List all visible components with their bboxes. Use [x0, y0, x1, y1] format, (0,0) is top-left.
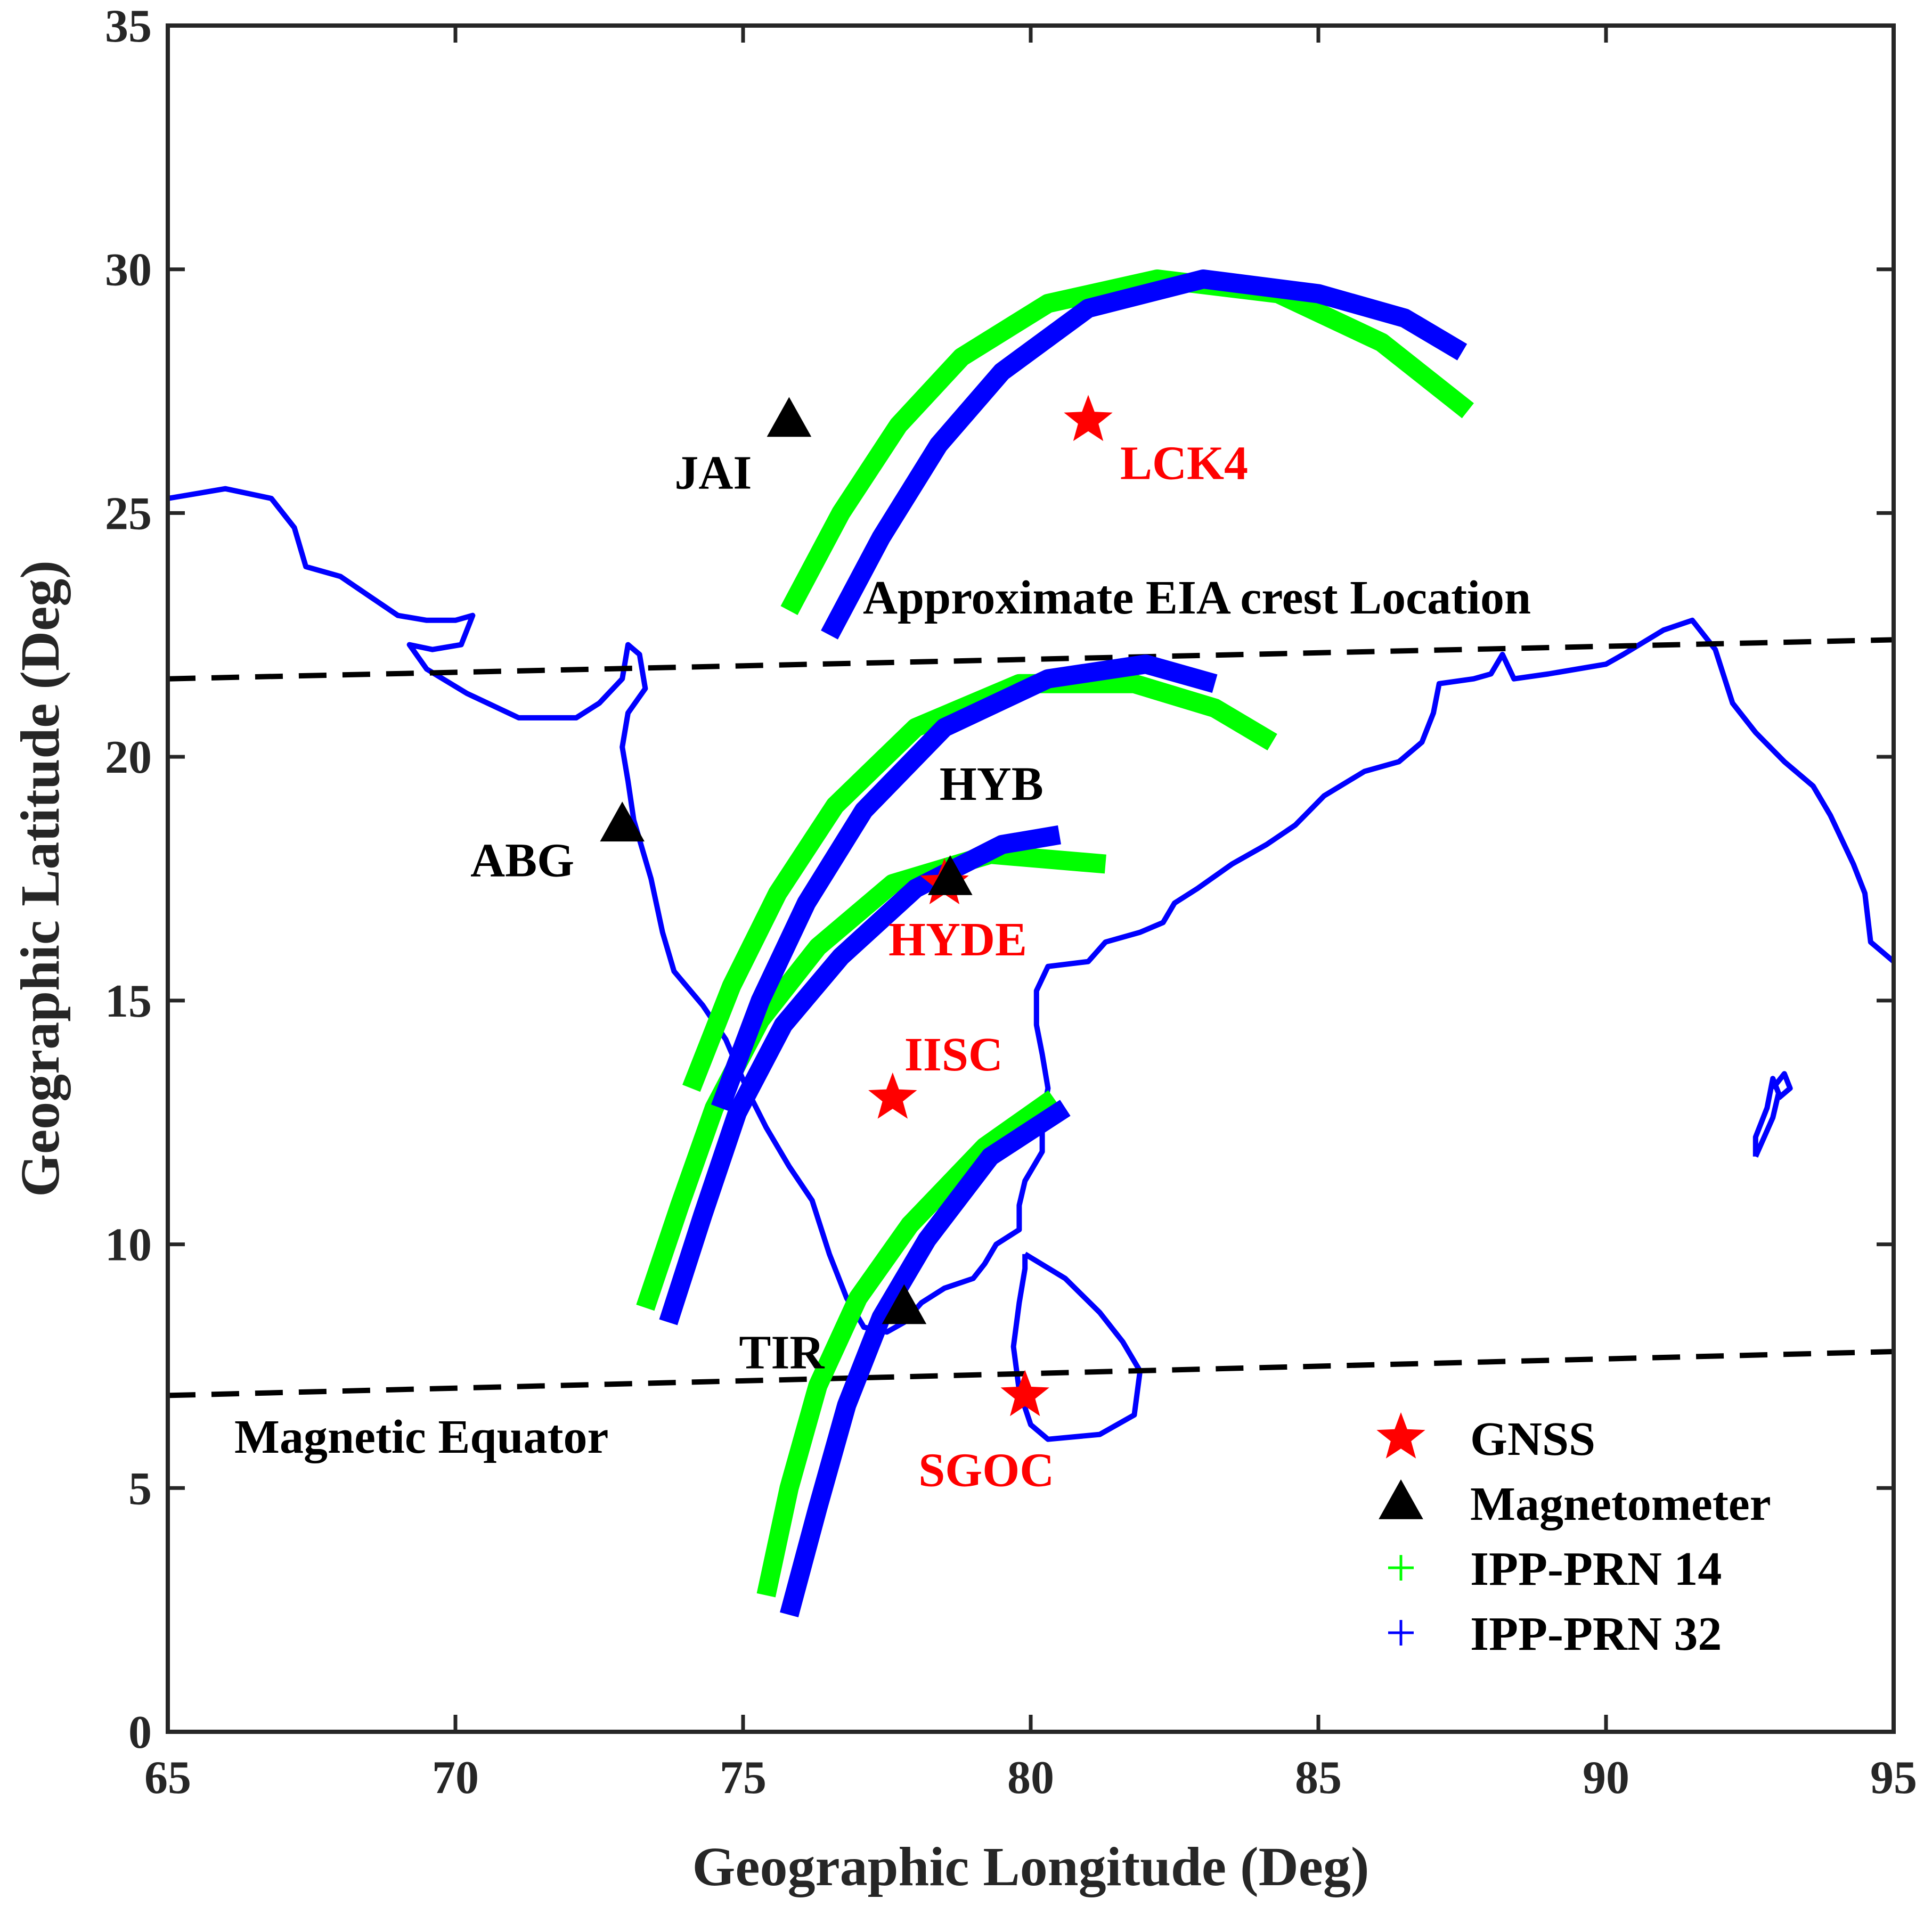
- legend-marker-gnss: [1376, 1412, 1425, 1459]
- x-tick-label-90: 90: [1583, 1752, 1629, 1804]
- legend-label-ipp-prn-14: IPP-PRN 14: [1470, 1543, 1722, 1595]
- magnetometer-triangle-abg: [600, 801, 645, 842]
- magnetometer-label-tir: TIR: [739, 1327, 825, 1379]
- x-tick-label-85: 85: [1295, 1752, 1342, 1804]
- y-axis-label: Geographic Latitude (Deg): [10, 560, 71, 1197]
- magnetometer-label-hyb: HYB: [940, 758, 1044, 811]
- magnetic-equator-line: [167, 1349, 1894, 1398]
- axes-layer: 65 70 75 80 85 90 95 0 5 10 15 20 25 30 35 Geographic L…: [10, 1, 1917, 1897]
- y-tick-label-20: 20: [105, 732, 152, 783]
- y-tick-label-25: 25: [105, 488, 152, 539]
- legend: GNSS Magnetometer IPP-PRN 14 IPP-PRN 32: [1376, 1412, 1771, 1660]
- magnetometer-triangle-jai: [767, 397, 812, 437]
- y-tick-label-15: 15: [105, 976, 152, 1027]
- y-tick-label-5: 5: [128, 1463, 152, 1515]
- ipp-track-prn14-3: [756, 1090, 1059, 1598]
- x-tick-label-95: 95: [1870, 1752, 1917, 1804]
- y-tick-label-10: 10: [105, 1220, 152, 1271]
- magnetometer-label-jai: JAI: [674, 446, 752, 499]
- x-tick-label-80: 80: [1007, 1752, 1054, 1804]
- ipp-track-prn32-1: [711, 654, 1218, 1111]
- gnss-label-hyde: HYDE: [888, 913, 1027, 966]
- ipp-tracks-layer: [636, 269, 1474, 1617]
- gnss-star-sgoc: [1000, 1370, 1049, 1417]
- gnss-label-lck4: LCK4: [1120, 437, 1248, 489]
- x-tick-label-70: 70: [432, 1752, 479, 1804]
- ipp-track-prn32-2: [659, 825, 1062, 1325]
- gnss-star-lck4: [1064, 395, 1113, 441]
- y-tick-label-0: 0: [128, 1707, 152, 1758]
- stations-layer: LCK4 HYDE IISC SGOC JAI ABG HYB TIR: [470, 395, 1248, 1496]
- y-tick-label-35: 35: [105, 1, 152, 52]
- magnetic-equator-label: Magnetic Equator: [234, 1411, 608, 1463]
- gnss-star-iisc: [868, 1072, 917, 1119]
- legend-marker-magnetometer: [1379, 1479, 1423, 1519]
- magnetometer-label-abg: ABG: [470, 834, 574, 887]
- reference-lines-layer: Approximate EIA crest Location Magnetic E…: [167, 571, 1894, 1463]
- ipp-track-prn14-1: [682, 674, 1277, 1092]
- magnetometer-triangle-hyb: [928, 855, 973, 895]
- legend-label-ipp-prn-32: IPP-PRN 32: [1470, 1608, 1722, 1660]
- x-tick-label-75: 75: [720, 1752, 767, 1804]
- eia-crest-label: Approximate EIA crest Location: [863, 571, 1531, 624]
- coastline-segment-0: [167, 486, 1896, 1335]
- gnss-label-sgoc: SGOC: [918, 1444, 1054, 1496]
- ipp-track-prn32-3: [780, 1100, 1071, 1617]
- eia-crest-line: [167, 637, 1894, 682]
- coastline-segment-3: [1771, 1071, 1793, 1100]
- x-tick-label-65: 65: [144, 1752, 191, 1804]
- coastline-segment-1: [1010, 1251, 1143, 1442]
- y-tick-label-30: 30: [105, 244, 152, 296]
- coastline-layer: [167, 486, 1896, 1442]
- legend-label-magnetometer: Magnetometer: [1470, 1478, 1771, 1530]
- coastline-segment-2: [1752, 1076, 1781, 1158]
- ipp-track-prn14-0: [780, 269, 1474, 615]
- ipp-track-prn32-0: [821, 269, 1468, 640]
- gnss-label-iisc: IISC: [904, 1028, 1003, 1081]
- magnetometer-triangle-tir: [882, 1284, 927, 1324]
- x-axis-label: Geographic Longitude (Deg): [692, 1836, 1369, 1897]
- legend-label-gnss: GNSS: [1470, 1413, 1595, 1466]
